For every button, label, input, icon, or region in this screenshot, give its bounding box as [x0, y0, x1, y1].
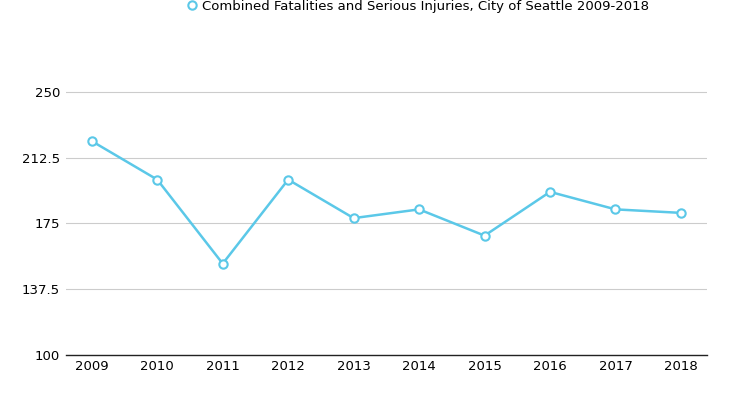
Combined Fatalities and Serious Injuries, City of Seattle 2009-2018	[545, 189, 554, 194]
Legend: Combined Fatalities and Serious Injuries, City of Seattle 2009-2018: Combined Fatalities and Serious Injuries…	[187, 0, 650, 13]
Combined Fatalities and Serious Injuries, City of Seattle 2009-2018	[153, 177, 162, 182]
Combined Fatalities and Serious Injuries, City of Seattle 2009-2018	[611, 207, 620, 212]
Combined Fatalities and Serious Injuries, City of Seattle 2009-2018	[87, 139, 96, 143]
Combined Fatalities and Serious Injuries, City of Seattle 2009-2018	[219, 261, 227, 266]
Line: Combined Fatalities and Serious Injuries, City of Seattle 2009-2018: Combined Fatalities and Serious Injuries…	[87, 137, 685, 268]
Combined Fatalities and Serious Injuries, City of Seattle 2009-2018	[677, 210, 685, 215]
Combined Fatalities and Serious Injuries, City of Seattle 2009-2018	[480, 233, 489, 238]
Combined Fatalities and Serious Injuries, City of Seattle 2009-2018	[349, 216, 358, 220]
Combined Fatalities and Serious Injuries, City of Seattle 2009-2018	[415, 207, 424, 212]
Combined Fatalities and Serious Injuries, City of Seattle 2009-2018	[284, 177, 292, 182]
